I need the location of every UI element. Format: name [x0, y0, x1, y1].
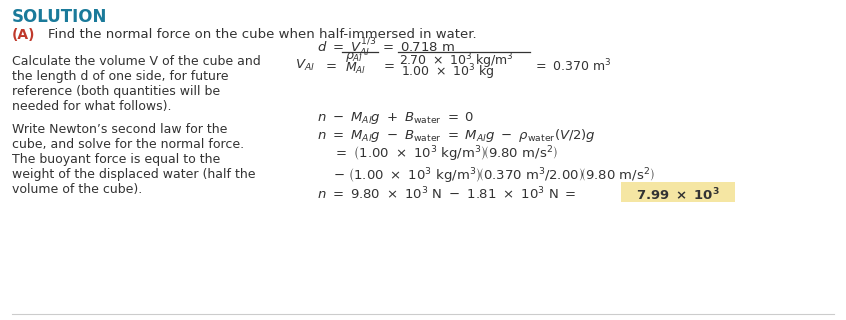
Text: $\rho_\mathit{Al}$: $\rho_\mathit{Al}$ — [345, 50, 363, 64]
Text: cube, and solve for the normal force.: cube, and solve for the normal force. — [12, 138, 244, 151]
Text: $1.00\ \times\ 10^3\ \mathrm{kg}$: $1.00\ \times\ 10^3\ \mathrm{kg}$ — [401, 62, 494, 82]
Text: $=\ \left(1.00\ \times\ 10^3\ \mathrm{kg/m}^3\right)\!\left(9.80\ \mathrm{m/s}^2: $=\ \left(1.00\ \times\ 10^3\ \mathrm{kg… — [333, 144, 558, 164]
FancyBboxPatch shape — [621, 182, 735, 202]
Text: (A): (A) — [12, 28, 36, 42]
Text: $n\ =\ M_\mathit{Al}g\ -\ B_\mathrm{water}\ =\ M_\mathit{Al}g\ -\ \rho_\mathrm{w: $n\ =\ M_\mathit{Al}g\ -\ B_\mathrm{wate… — [317, 127, 596, 144]
Text: SOLUTION: SOLUTION — [12, 8, 107, 26]
Text: Calculate the volume V of the cube and: Calculate the volume V of the cube and — [12, 55, 261, 68]
Text: $2.70\ \times\ 10^3\ \mathrm{kg/m}^3$: $2.70\ \times\ 10^3\ \mathrm{kg/m}^3$ — [399, 51, 514, 71]
Text: weight of the displaced water (half the: weight of the displaced water (half the — [12, 168, 255, 181]
Text: $V_\mathit{Al}$: $V_\mathit{Al}$ — [295, 58, 315, 73]
Text: The buoyant force is equal to the: The buoyant force is equal to the — [12, 153, 220, 166]
Text: $n\ -\ M_\mathit{Al}g\ +\ B_\mathrm{water}\ =\ 0$: $n\ -\ M_\mathit{Al}g\ +\ B_\mathrm{wate… — [317, 110, 475, 126]
Text: $\mathbf{7.99\ \times\ 10^3}$: $\mathbf{7.99\ \times\ 10^3}$ — [636, 187, 720, 204]
Text: $=$: $=$ — [323, 58, 338, 71]
Text: needed for what follows).: needed for what follows). — [12, 100, 172, 113]
Text: $=\ 0.370\ \mathrm{m}^3$: $=\ 0.370\ \mathrm{m}^3$ — [533, 58, 612, 75]
Text: Find the normal force on the cube when half-immersed in water.: Find the normal force on the cube when h… — [48, 28, 476, 41]
Text: $d\ =\ V_\mathit{Al}^{1/3}\ =\ 0.718\ \mathrm{m}$: $d\ =\ V_\mathit{Al}^{1/3}\ =\ 0.718\ \m… — [317, 36, 455, 58]
Text: volume of the cube).: volume of the cube). — [12, 183, 142, 196]
Text: $-\ \left(1.00\ \times\ 10^3\ \mathrm{kg/m}^3\right)\!\left(0.370\ \mathrm{m}^3/: $-\ \left(1.00\ \times\ 10^3\ \mathrm{kg… — [333, 166, 655, 186]
Text: reference (both quantities will be: reference (both quantities will be — [12, 85, 220, 98]
Text: $n\ =\ 9.80\ \times\ 10^3\ \mathrm{N}\ -\ 1.81\ \times\ 10^3\ \mathrm{N}\ =\ $: $n\ =\ 9.80\ \times\ 10^3\ \mathrm{N}\ -… — [317, 186, 576, 203]
Text: the length d of one side, for future: the length d of one side, for future — [12, 70, 228, 83]
Text: $=$: $=$ — [381, 58, 395, 71]
Text: Write Newton’s second law for the: Write Newton’s second law for the — [12, 123, 228, 136]
Text: $M_\mathit{Al}$: $M_\mathit{Al}$ — [345, 61, 366, 76]
